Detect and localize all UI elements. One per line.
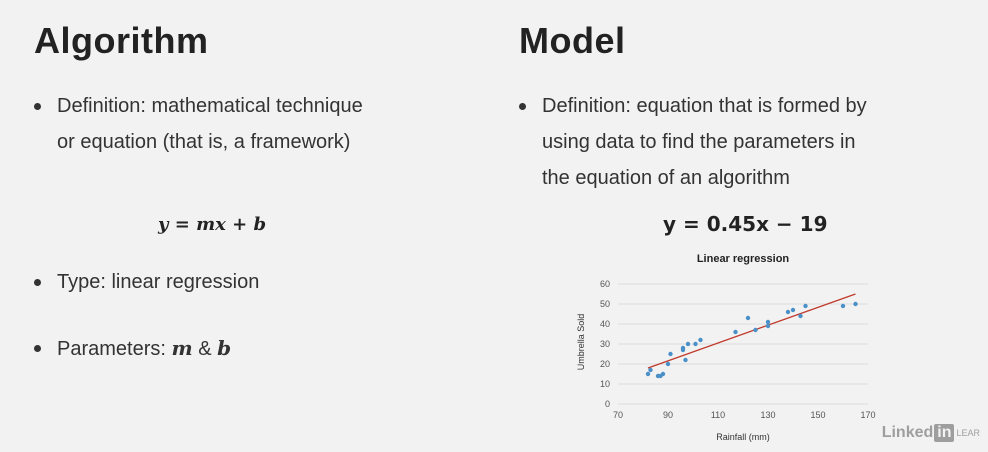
data-points bbox=[645, 301, 858, 379]
parameter-m: m bbox=[171, 336, 193, 360]
x-axis-label: Rainfall (mm) bbox=[716, 432, 770, 442]
x-tick-label: 170 bbox=[860, 410, 875, 420]
data-point bbox=[765, 319, 771, 325]
data-point bbox=[680, 345, 686, 351]
bullet-dot bbox=[34, 103, 41, 110]
watermark-learn: LEAR bbox=[956, 427, 980, 438]
x-tick-label: 70 bbox=[613, 410, 623, 420]
x-tick-label: 110 bbox=[711, 410, 725, 420]
data-point bbox=[803, 303, 808, 309]
y-tick-label: 10 bbox=[600, 379, 610, 389]
bullet-dot bbox=[34, 279, 41, 286]
parameter-b: b bbox=[217, 336, 232, 360]
x-tick-label: 150 bbox=[810, 410, 825, 420]
y-tick-label: 30 bbox=[600, 339, 610, 349]
data-point bbox=[698, 337, 703, 343]
data-point bbox=[648, 367, 653, 373]
algorithm-heading: Algorithm bbox=[34, 20, 209, 61]
data-point bbox=[660, 371, 666, 377]
y-tick-labels: 0 10 20 30 40 50 60 bbox=[600, 279, 610, 409]
linear-regression-chart: Linear regression 0 10 20 30 40 50 60 70 90 110 1… bbox=[576, 253, 876, 442]
y-tick-label: 60 bbox=[600, 279, 610, 289]
y-tick-label: 20 bbox=[600, 359, 610, 369]
algorithm-type-text: Type: linear regression bbox=[57, 271, 260, 293]
model-equation: y = 0.45x − 19 bbox=[663, 212, 828, 236]
y-tick-label: 40 bbox=[600, 319, 610, 329]
data-point bbox=[683, 357, 688, 363]
model-definition-line-2: using data to find the parameters in bbox=[542, 131, 856, 153]
algorithm-definition-bullet: Definition: mathematical technique or eq… bbox=[34, 88, 363, 160]
chart-title: Linear regression bbox=[697, 253, 790, 265]
linkedin-learning-watermark: Linked in LEAR bbox=[882, 424, 980, 442]
x-tick-labels: 70 90 110 130 150 170 bbox=[613, 410, 876, 420]
bullet-dot bbox=[34, 345, 41, 352]
data-point bbox=[665, 361, 671, 367]
algorithm-type-bullet: Type: linear regression bbox=[34, 264, 259, 300]
x-tick-label: 90 bbox=[663, 410, 673, 420]
chart-grid bbox=[618, 283, 868, 405]
data-point bbox=[645, 371, 651, 377]
model-definition-line-1: Definition: equation that is formed by bbox=[542, 95, 867, 117]
parameters-label: Parameters: bbox=[57, 338, 172, 360]
model-definition-line-3: the equation of an algorithm bbox=[542, 167, 790, 189]
data-point bbox=[733, 329, 738, 335]
data-point bbox=[840, 303, 846, 309]
data-point bbox=[765, 323, 771, 329]
data-point bbox=[753, 327, 758, 333]
data-point bbox=[785, 309, 791, 315]
algorithm-definition-line-1: Definition: mathematical technique bbox=[57, 95, 363, 117]
data-point bbox=[745, 315, 751, 321]
bullet-dot bbox=[519, 103, 526, 110]
trendline bbox=[647, 293, 856, 369]
watermark-linked: Linked bbox=[881, 424, 934, 441]
model-definition-bullet: Definition: equation that is formed by u… bbox=[519, 88, 867, 196]
y-tick-label: 50 bbox=[600, 299, 610, 309]
data-point bbox=[685, 341, 691, 347]
algorithm-parameters-bullet: Parameters: m & b bbox=[34, 330, 231, 367]
data-point bbox=[668, 351, 673, 357]
parameter-ampersand: & bbox=[192, 338, 218, 360]
data-point bbox=[693, 341, 698, 347]
y-axis-label: Umbrella Sold bbox=[576, 314, 586, 371]
algorithm-parameters-text: Parameters: m & b bbox=[57, 330, 231, 367]
watermark-in: in bbox=[934, 424, 955, 442]
data-point bbox=[798, 313, 803, 319]
data-point bbox=[853, 301, 858, 307]
algorithm-definition-line-2: or equation (that is, a framework) bbox=[57, 131, 351, 153]
algorithm-equation: y = mx + b bbox=[158, 214, 267, 235]
x-tick-label: 130 bbox=[760, 410, 775, 420]
data-point bbox=[790, 307, 796, 313]
y-tick-label: 0 bbox=[605, 399, 610, 409]
model-heading: Model bbox=[519, 20, 626, 61]
